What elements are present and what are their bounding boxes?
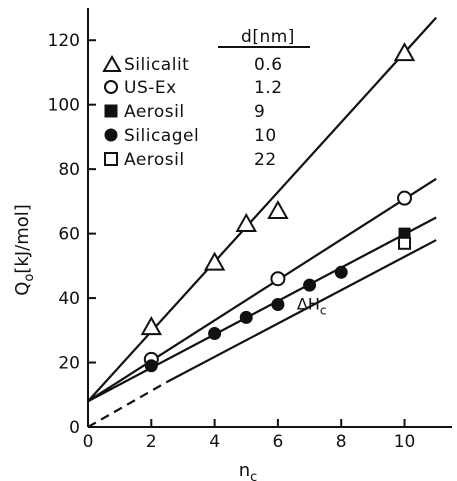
marker-silicalit-0_6 [203,251,226,271]
delta-h-text: ΔH [297,294,320,313]
marker-silicalit-0_6 [267,200,289,220]
delta-h-subscript: c [320,303,327,317]
legend-d-silicagel: 10 [254,126,277,146]
legend-label-silicagel: Silicagel [124,126,199,146]
fit-line-us-ex [87,177,437,403]
data-markers [140,42,416,373]
fit-line-dhc [166,239,437,383]
legend-d-aerosil-9: 9 [254,102,265,122]
fit-line-silicagel [87,216,437,403]
marker-aerosil-22 [398,236,412,250]
ticks [87,39,406,428]
fit-lines [87,16,437,428]
y-tick-label: 20 [58,354,80,374]
x-tick-label: 10 [394,432,416,452]
y-axis-label: Q [12,282,33,296]
marker-silicagel-10 [239,310,253,324]
y-axis-units: [kJ/mol] [12,204,33,273]
marker-us-ex-1_2 [270,271,286,287]
fit-line-silicalit [87,16,437,402]
axes [87,8,452,428]
marker-silicagel-10 [334,265,348,279]
y-tick-label: 100 [48,96,80,116]
legend-marker-aerosil-22 [104,152,118,166]
marker-silicalit-0_6 [235,212,257,232]
legend-header: d[nm] [241,27,295,47]
y-tick-label: 60 [58,225,80,245]
legend: d[nm] Silicalit 0.6 US-Ex 1.2 Aerosil 9 … [102,27,310,170]
legend-d-us-ex: 1.2 [254,78,283,98]
x-tick-label: 8 [336,432,347,452]
x-axis-label: n [239,460,250,481]
legend-label-silicalit: Silicalit [124,55,189,75]
legend-label-us-ex: US-Ex [124,78,177,98]
legend-d-silicalit: 0.6 [254,55,283,75]
x-axis-title: nc [239,460,258,481]
y-tick-label: 40 [58,289,80,309]
x-axis-subscript: c [250,470,257,481]
x-tick-label: 0 [83,432,94,452]
legend-d-aerosil-22: 22 [254,150,277,170]
legend-marker-us-ex [104,80,118,94]
y-tick-label: 80 [58,160,80,180]
y-axis-subscript: o [22,274,37,282]
x-tick-label: 2 [146,432,157,452]
legend-label-aerosil-9: Aerosil [124,102,185,122]
x-tick-label: 4 [209,432,220,452]
delta-h-annotation: ΔHc [297,294,327,317]
y-axis-title: Qo[kJ/mol] [12,204,37,296]
x-tick-label: 6 [272,432,283,452]
marker-us-ex-1_2 [397,190,413,206]
marker-silicagel-10 [208,327,222,341]
marker-silicagel-10 [303,278,317,292]
marker-silicalit-0_6 [393,42,416,62]
legend-label-aerosil-22: Aerosil [124,150,185,170]
legend-marker-silicalit [102,54,122,72]
y-tick-label: 0 [69,418,80,438]
fit-line-dhc-extrapolation [87,380,168,428]
marker-silicagel-10 [144,359,158,373]
y-tick-label: 120 [48,31,80,51]
legend-marker-aerosil-9 [104,104,118,118]
marker-silicalit-0_6 [140,316,163,336]
legend-marker-silicagel [104,128,118,142]
marker-silicagel-10 [271,298,285,312]
